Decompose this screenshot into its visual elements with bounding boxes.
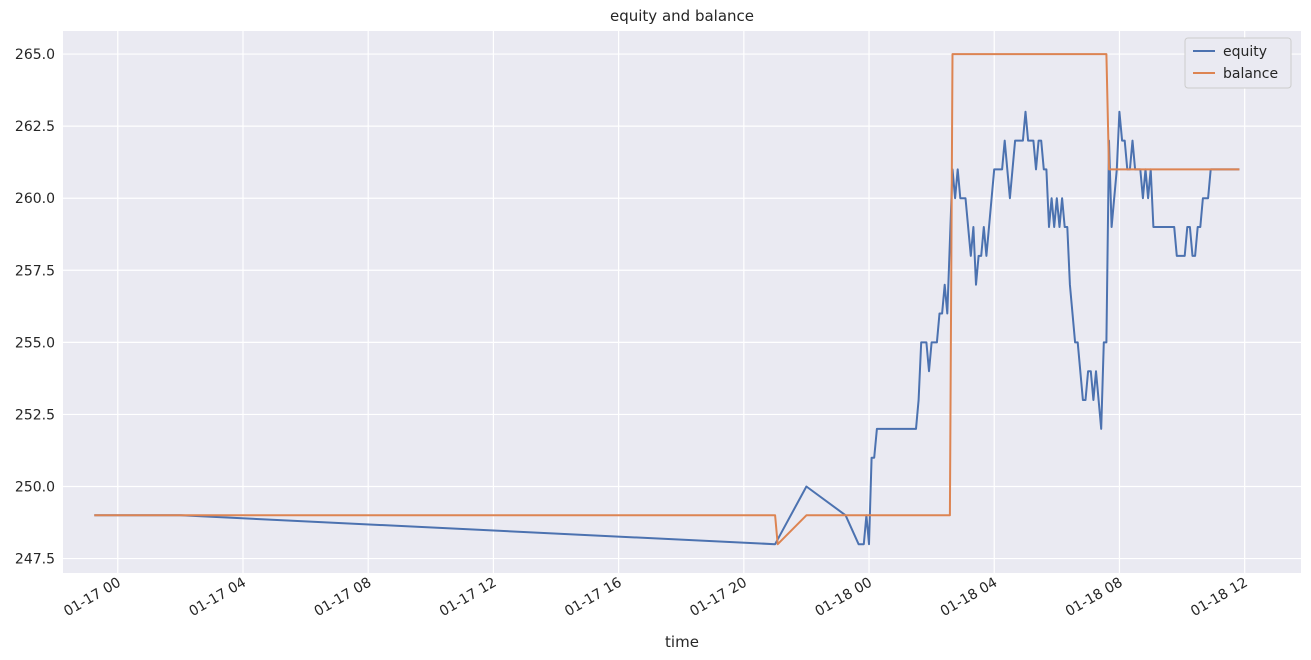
y-axis-ticks: 247.5 250.0 252.5 255.0 257.5 260.0 262.5 265.0 [15,47,55,568]
x-tick-label: 01-17 00 [61,575,124,620]
y-tick-label: 247.5 [15,552,55,568]
y-gridlines [63,53,1301,560]
x-tick-label: 01-18 08 [1063,575,1126,620]
plot-area [63,31,1301,573]
legend-label: equity [1223,44,1267,60]
x-tick-label: 01-18 04 [938,575,1001,620]
x-axis-title: time [665,633,699,651]
y-tick-label: 260.0 [15,191,55,207]
x-axis-ticks: 01-17 00 01-17 04 01-17 08 01-17 12 01-17 16… [61,575,1250,620]
chart-title: equity and balance [610,7,754,25]
legend: equity balance [1184,37,1292,89]
y-tick-label: 250.0 [15,480,55,496]
series-line-equity [94,110,1240,546]
x-tick-label: 01-17 08 [312,575,375,620]
x-tick-label: 01-18 12 [1188,575,1251,620]
x-tick-label: 01-17 16 [562,575,625,620]
x-gridlines [117,31,1246,573]
y-tick-label: 262.5 [15,119,55,135]
y-tick-label: 252.5 [15,407,55,423]
x-tick-label: 01-17 20 [687,575,750,620]
x-tick-label: 01-18 00 [813,575,876,620]
y-tick-label: 257.5 [15,263,55,279]
y-tick-label: 265.0 [15,47,55,63]
x-tick-label: 01-17 12 [437,575,500,620]
x-tick-label: 01-17 04 [186,575,249,620]
series-line-balance [94,53,1240,546]
legend-label: balance [1223,66,1278,82]
series-layer [94,53,1240,546]
y-tick-label: 255.0 [15,335,55,351]
